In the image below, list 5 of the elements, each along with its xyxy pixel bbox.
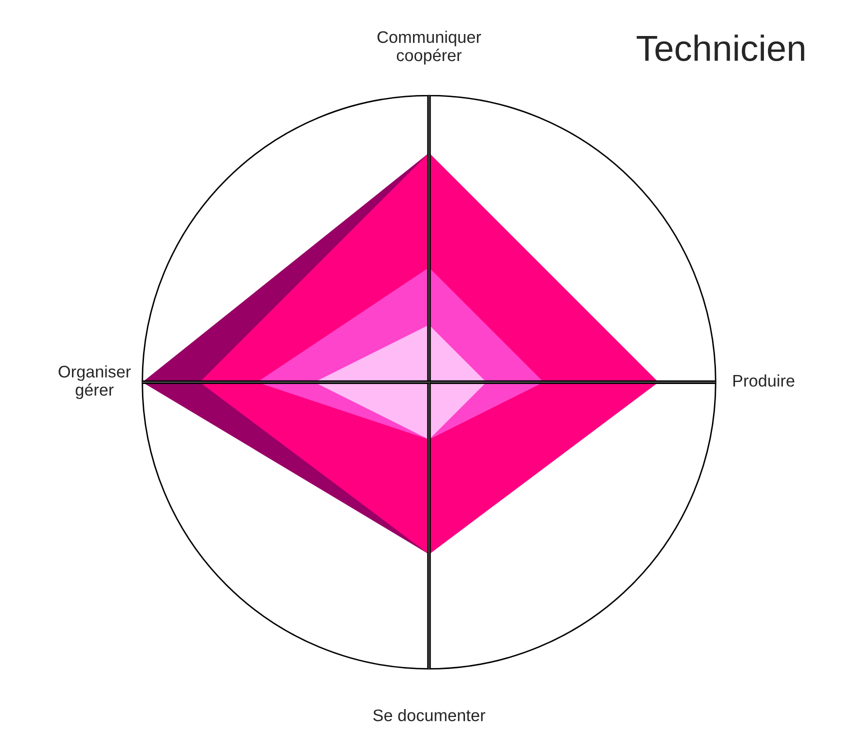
chart-title: Technicien	[636, 34, 804, 62]
spoke-label: Organiser gérer	[58, 365, 131, 400]
spoke-label: Se documenter	[373, 709, 486, 722]
spoke-label: Produire	[733, 374, 794, 387]
spoke-label: Communiquer coopérer	[378, 30, 482, 64]
